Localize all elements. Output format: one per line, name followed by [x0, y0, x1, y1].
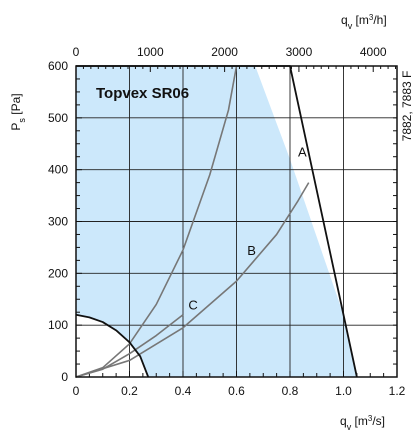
y-tick-label: 0 [61, 370, 68, 384]
x-axis-title: qv [m3/s] [340, 414, 385, 433]
top-axis-title: qv [m3/h] [341, 13, 387, 32]
x-tick-label: 0.8 [282, 384, 299, 398]
top-tick-label: 0 [73, 45, 80, 59]
series-c-line [75, 314, 184, 378]
x-tick-label: 0.6 [228, 384, 245, 398]
top-tick-label: 4000 [360, 45, 387, 59]
top-tick-label: 2000 [211, 45, 238, 59]
series-b-line [75, 182, 310, 378]
top-tick-label: 3000 [286, 45, 313, 59]
fan-curve-line-4 [75, 313, 150, 378]
side-code-label: 7882, 7883 F [400, 71, 414, 142]
chart-title: Topvex SR06 [96, 85, 189, 102]
x-tick-label: 1.2 [389, 384, 406, 398]
y-tick-label: 500 [48, 111, 68, 125]
series-a-line [75, 65, 238, 378]
x-tick-label: 0 [73, 384, 80, 398]
x-tick-label: 0.2 [121, 384, 138, 398]
y-tick-label: 100 [48, 318, 68, 332]
y-tick-label: 600 [48, 59, 68, 73]
y-axis-title: Ps [Pa] [9, 93, 27, 130]
y-tick-label: 300 [48, 215, 68, 229]
top-tick-label: 1000 [137, 45, 164, 59]
plot-border [75, 65, 398, 378]
x-tick-label: 0.4 [175, 384, 192, 398]
series-a-label: A [298, 145, 307, 160]
series-c-label: C [188, 298, 197, 313]
x-tick-label: 1.0 [335, 384, 352, 398]
y-tick-label: 200 [48, 266, 68, 280]
y-tick-label: 400 [48, 163, 68, 177]
series-b-label: B [247, 243, 256, 258]
